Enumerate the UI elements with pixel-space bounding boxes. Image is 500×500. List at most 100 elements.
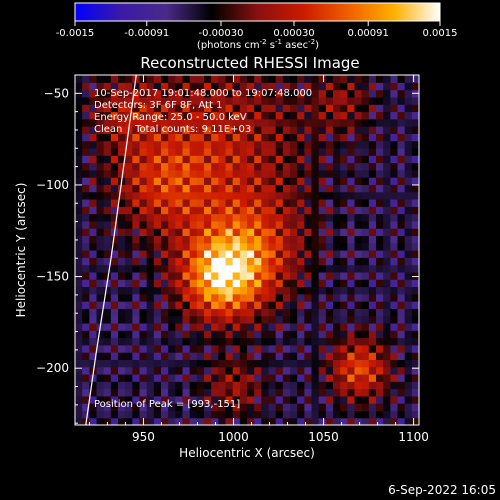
heatmap-cell — [182, 293, 191, 302]
heatmap-cell — [175, 162, 184, 171]
heatmap-cell — [354, 198, 363, 207]
heatmap-cell — [232, 220, 241, 229]
heatmap-cell — [297, 271, 305, 280]
heatmap-cell — [218, 410, 227, 419]
heatmap-cell — [189, 169, 198, 178]
heatmap-cell — [254, 147, 262, 156]
heatmap-cell — [132, 352, 141, 360]
heatmap-cell — [304, 198, 313, 207]
heatmap-cell — [376, 184, 384, 193]
heatmap-cell — [368, 147, 377, 156]
heatmap-cell — [103, 206, 112, 215]
heatmap-cell — [225, 264, 234, 273]
heatmap-cell — [275, 366, 284, 375]
heatmap-cell — [368, 104, 377, 113]
heatmap-cell — [118, 250, 126, 258]
heatmap-cell — [290, 330, 298, 339]
heatmap-cell — [139, 118, 148, 127]
heatmap-cell — [82, 213, 90, 222]
heatmap-cell — [125, 337, 133, 346]
heatmap-cell — [318, 250, 327, 258]
heatmap-cell — [311, 82, 320, 91]
heatmap-cell — [254, 140, 262, 149]
heatmap-cell — [282, 104, 291, 113]
heatmap-cell — [325, 279, 334, 288]
heatmap-cell — [225, 388, 234, 397]
heatmap-cell — [118, 89, 126, 98]
heatmap-cell — [390, 169, 399, 178]
x-axis: 950 1000 1050 1100 — [88, 75, 429, 444]
heatmap-cell — [390, 147, 399, 156]
heatmap-cell — [404, 126, 413, 134]
heatmap-cell — [232, 330, 241, 339]
heatmap-cell — [325, 322, 334, 331]
heatmap-cell — [204, 82, 212, 91]
heatmap-cell — [211, 373, 219, 382]
heatmap-cell — [75, 388, 83, 397]
heatmap-cell — [204, 315, 212, 324]
heatmap-cell — [404, 96, 413, 105]
heatmap-cell — [218, 388, 227, 397]
heatmap-cell — [218, 395, 227, 404]
heatmap-cell — [175, 177, 184, 185]
heatmap-cell — [354, 104, 363, 113]
heatmap-cell — [75, 220, 83, 229]
heatmap-cell — [225, 206, 234, 215]
heatmap-cell — [239, 381, 248, 390]
heatmap-cell — [318, 395, 327, 404]
heatmap-cell — [282, 366, 291, 375]
heatmap-cell — [153, 82, 162, 91]
heatmap-cell — [189, 315, 198, 324]
heatmap-cell — [411, 235, 419, 244]
heatmap-cell — [333, 322, 341, 331]
heatmap-cell — [196, 250, 205, 258]
heatmap-cell — [368, 126, 377, 134]
heatmap-cell — [354, 191, 363, 200]
heatmap-cell — [211, 301, 219, 309]
heatmap-cell — [397, 279, 406, 288]
heatmap-cell — [139, 82, 148, 91]
heatmap-cell — [304, 82, 313, 91]
heatmap-cell — [75, 162, 83, 171]
heatmap-cell — [347, 118, 356, 127]
heatmap-cell — [125, 286, 133, 295]
heatmap-cell — [354, 235, 363, 244]
heatmap-cell — [161, 96, 169, 105]
heatmap-cell — [247, 111, 255, 120]
heatmap-cell — [204, 373, 212, 382]
heatmap-cell — [340, 242, 348, 251]
heatmap-cell — [304, 293, 313, 302]
heatmap-cell — [110, 344, 119, 353]
heatmap-cell — [383, 279, 391, 288]
heatmap-cell — [82, 279, 90, 288]
heatmap-cell — [211, 111, 219, 120]
heatmap-cell — [247, 147, 255, 156]
heatmap-cell — [139, 242, 148, 251]
heatmap-cell — [311, 286, 320, 295]
heatmap-cell — [390, 184, 399, 193]
heatmap-cell — [347, 191, 356, 200]
heatmap-cell — [325, 337, 334, 346]
heatmap-cell — [118, 220, 126, 229]
heatmap-cell — [361, 373, 370, 382]
heatmap-cell — [75, 352, 83, 360]
heatmap-cell — [340, 220, 348, 229]
heatmap-cell — [361, 89, 370, 98]
heatmap-cell — [153, 96, 162, 105]
heatmap-cell — [254, 395, 262, 404]
heatmap-cell — [218, 140, 227, 149]
heatmap-cell — [118, 359, 126, 368]
heatmap-cell — [89, 220, 98, 229]
heatmap-cell — [153, 213, 162, 222]
heatmap-cell — [168, 242, 176, 251]
heatmap-cell — [125, 264, 133, 273]
heatmap-cell — [397, 220, 406, 229]
heatmap-cell — [218, 213, 227, 222]
heatmap-cell — [82, 388, 90, 397]
heatmap-cell — [261, 337, 270, 346]
heatmap-cell — [275, 184, 284, 193]
heatmap-cell — [340, 286, 348, 295]
heatmap-cell — [189, 191, 198, 200]
heatmap-cell — [254, 271, 262, 280]
heatmap-cell — [333, 228, 341, 237]
